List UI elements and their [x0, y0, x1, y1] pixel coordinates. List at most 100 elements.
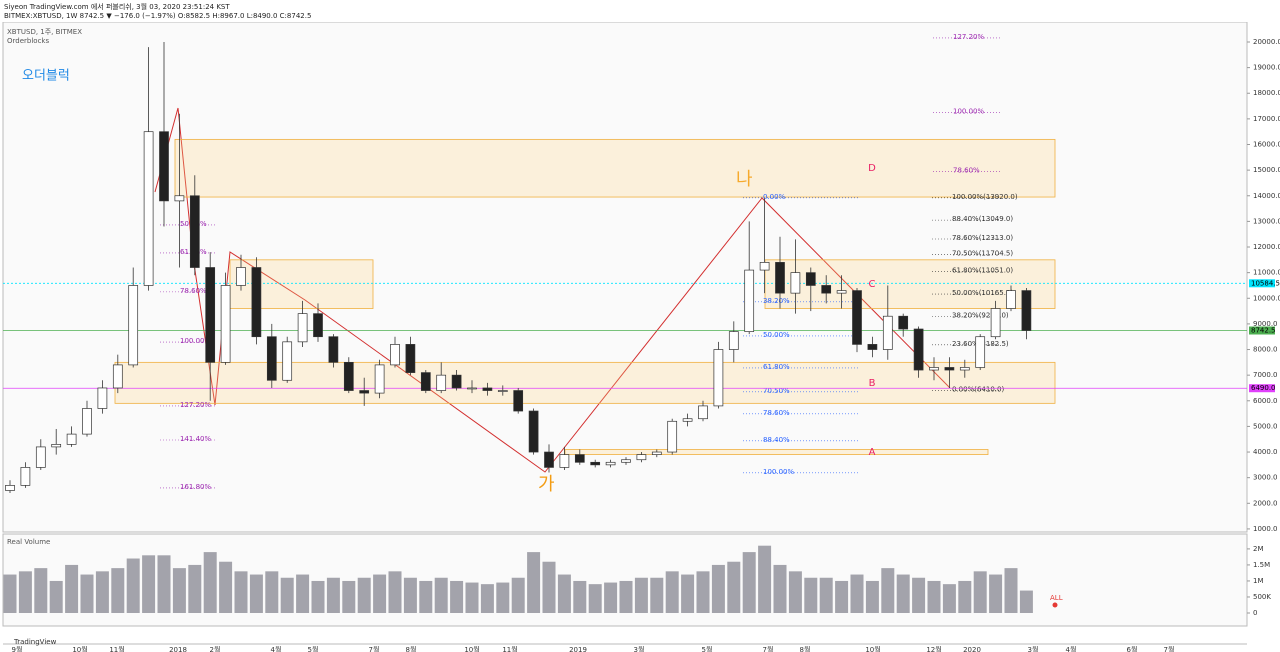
- candle-body: [436, 374, 447, 391]
- zone-label: C: [869, 279, 876, 290]
- x-tick-label: 10월: [464, 645, 479, 652]
- fib-label: 0.00%(6410.0): [952, 385, 1004, 393]
- volume-bar: [203, 552, 217, 613]
- candle-body: [405, 344, 416, 373]
- candle-body: [174, 195, 185, 202]
- x-tick-label: 10월: [865, 645, 880, 652]
- candle-body: [590, 461, 601, 466]
- volume-legend: Real Volume: [7, 538, 50, 546]
- volume-bar: [126, 558, 140, 613]
- fib-label: 161.80%: [180, 483, 211, 491]
- candle-body: [790, 272, 801, 294]
- candle-body: [359, 390, 370, 394]
- candle-body: [759, 262, 770, 271]
- volume-bar: [388, 571, 402, 613]
- volume-bar: [758, 545, 772, 613]
- candle-body: [189, 195, 200, 268]
- y-tick-label: 7000.0: [1253, 371, 1278, 379]
- volume-bar: [480, 584, 494, 613]
- candle-body: [374, 364, 385, 394]
- x-tick-label: 2019: [569, 646, 587, 652]
- candle-body: [513, 390, 524, 412]
- candle-body: [959, 367, 970, 371]
- volume-bar: [465, 582, 479, 613]
- volume-bar: [172, 568, 186, 613]
- x-tick-label: 12월: [926, 645, 941, 652]
- y-tick-label: 11000.0: [1253, 269, 1280, 277]
- volume-bar: [588, 584, 602, 613]
- volume-bar: [434, 577, 448, 613]
- candle-body: [544, 451, 554, 468]
- volume-bar: [188, 564, 202, 613]
- chart-title: 오더블럭: [22, 69, 70, 84]
- candle-body: [698, 405, 708, 420]
- y-tick-label: 8000.0: [1253, 346, 1278, 354]
- order-block: [229, 259, 374, 309]
- candle-body: [605, 461, 616, 466]
- y-tick-label: 6000.0: [1253, 397, 1278, 405]
- range-dot[interactable]: [1052, 602, 1058, 608]
- candle-body: [867, 344, 878, 350]
- volume-bar: [311, 580, 325, 613]
- candle-body: [282, 341, 293, 381]
- volume-bar: [18, 571, 32, 613]
- x-tick-label: 9월: [12, 645, 23, 652]
- volume-bar: [989, 574, 1003, 613]
- fib-label: 141.40%: [180, 435, 211, 443]
- volume-bar: [49, 580, 63, 613]
- volume-bar: [619, 580, 633, 613]
- volume-bar: [234, 571, 248, 613]
- wave-line: [154, 107, 951, 473]
- volume-bar: [819, 577, 833, 613]
- volume-bar: [95, 571, 109, 613]
- candle-body: [821, 285, 832, 294]
- candle-body: [20, 467, 31, 486]
- volume-bar: [326, 577, 340, 613]
- candle-body: [1006, 290, 1016, 309]
- fib-label: 100.00%(13920.0): [952, 193, 1018, 201]
- candle-body: [220, 285, 231, 363]
- candle-body: [205, 267, 216, 363]
- x-tick-label: 7월: [763, 645, 774, 652]
- candle-body: [128, 285, 139, 366]
- volume-bar: [557, 574, 571, 613]
- candle-body: [944, 367, 955, 371]
- volume-bar: [865, 580, 879, 613]
- candle-body: [143, 131, 154, 286]
- x-tick-label: 2018: [169, 646, 187, 652]
- candle-body: [35, 446, 46, 468]
- fib-label: 100.00%: [763, 468, 794, 476]
- volume-bar: [804, 577, 818, 613]
- volume-bar: [342, 580, 356, 613]
- volume-bar: [450, 580, 464, 613]
- y-tick-label: 1000.0: [1253, 525, 1278, 533]
- candle-body: [852, 290, 862, 345]
- candle-body: [328, 336, 339, 363]
- volume-bar: [727, 561, 741, 613]
- candle-body: [574, 454, 585, 463]
- range-button[interactable]: ALL: [1050, 594, 1063, 602]
- candle-body: [744, 269, 755, 332]
- x-tick-label: 10월: [72, 645, 87, 652]
- volume-bar: [942, 584, 956, 613]
- candle-body: [728, 331, 739, 350]
- fib-label: 127.20%: [953, 33, 984, 41]
- fib-label: 88.40%: [763, 436, 790, 444]
- volume-bar: [742, 552, 756, 613]
- x-tick-label: 2020: [963, 646, 981, 652]
- x-tick-label: 4월: [271, 645, 282, 652]
- volume-bar: [80, 574, 94, 613]
- x-tick-label: 11월: [109, 645, 124, 652]
- candle-body: [51, 444, 62, 448]
- volume-bar: [896, 574, 910, 613]
- price-tag-label: 8742.5: [1251, 326, 1276, 334]
- v-tick-label: 500K: [1253, 593, 1271, 601]
- price-tag: [1249, 384, 1275, 393]
- volume-bar: [665, 571, 679, 613]
- candle-body: [82, 408, 92, 435]
- fib-label: 70.50%: [763, 387, 790, 395]
- v-tick-label: 1.5M: [1253, 561, 1270, 569]
- volume-bar: [542, 561, 556, 613]
- x-tick-label: 3월: [1028, 645, 1039, 652]
